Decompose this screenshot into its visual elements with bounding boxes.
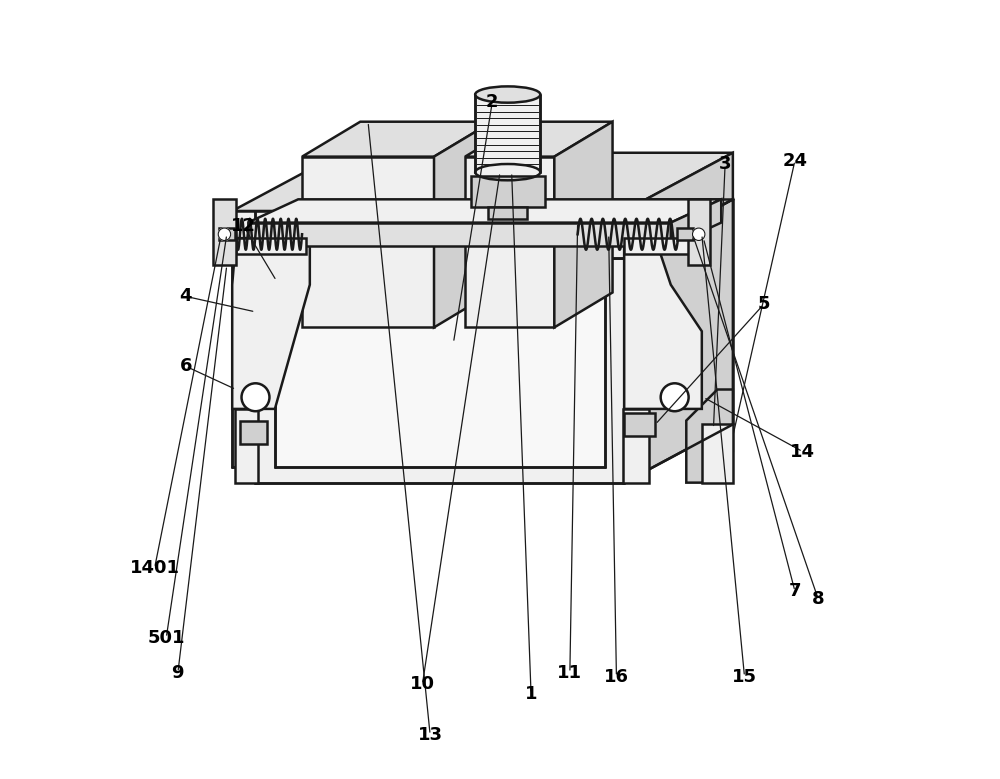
Polygon shape [434, 122, 492, 327]
Polygon shape [240, 421, 267, 444]
Polygon shape [255, 199, 733, 258]
Polygon shape [624, 238, 694, 254]
Polygon shape [232, 153, 733, 211]
Polygon shape [232, 211, 624, 258]
Circle shape [661, 383, 689, 411]
Text: 9: 9 [172, 664, 184, 682]
Text: 7: 7 [789, 583, 801, 601]
Polygon shape [688, 199, 710, 266]
Circle shape [218, 228, 231, 241]
Polygon shape [302, 157, 434, 327]
Ellipse shape [475, 164, 540, 180]
Polygon shape [488, 207, 527, 219]
Polygon shape [554, 122, 613, 327]
Text: 501: 501 [147, 629, 185, 647]
Polygon shape [465, 157, 554, 327]
Polygon shape [275, 280, 605, 467]
Polygon shape [671, 199, 721, 246]
Polygon shape [248, 199, 721, 223]
Polygon shape [623, 409, 649, 483]
Text: 15: 15 [732, 668, 757, 686]
Text: 14: 14 [790, 442, 815, 460]
Text: 2: 2 [486, 93, 498, 111]
Polygon shape [624, 413, 655, 436]
Polygon shape [465, 122, 613, 157]
Polygon shape [302, 122, 492, 157]
Polygon shape [232, 238, 310, 409]
Polygon shape [236, 238, 306, 254]
Text: 6: 6 [179, 358, 192, 375]
Polygon shape [702, 425, 733, 483]
Polygon shape [255, 258, 624, 483]
Text: 3: 3 [719, 155, 731, 174]
Text: 13: 13 [418, 726, 443, 744]
Ellipse shape [475, 86, 540, 103]
Text: 4: 4 [179, 287, 192, 305]
Polygon shape [624, 199, 733, 483]
Text: 1401: 1401 [130, 559, 180, 577]
Polygon shape [624, 211, 647, 467]
Circle shape [693, 228, 705, 241]
Polygon shape [686, 390, 733, 483]
Text: 1: 1 [525, 685, 537, 703]
Polygon shape [475, 94, 540, 172]
Polygon shape [213, 199, 236, 266]
Text: 24: 24 [782, 151, 807, 170]
Polygon shape [235, 409, 258, 483]
Text: 11: 11 [557, 664, 582, 682]
Text: 10: 10 [410, 675, 435, 693]
Circle shape [242, 383, 269, 411]
Polygon shape [248, 223, 671, 246]
Polygon shape [232, 211, 255, 467]
Polygon shape [677, 228, 693, 240]
Polygon shape [219, 228, 235, 240]
Text: 16: 16 [604, 668, 629, 686]
Text: 5: 5 [758, 295, 770, 313]
Polygon shape [624, 153, 733, 258]
Polygon shape [624, 238, 702, 409]
Polygon shape [471, 176, 545, 207]
Text: 12: 12 [231, 217, 256, 235]
Text: 8: 8 [812, 590, 825, 608]
